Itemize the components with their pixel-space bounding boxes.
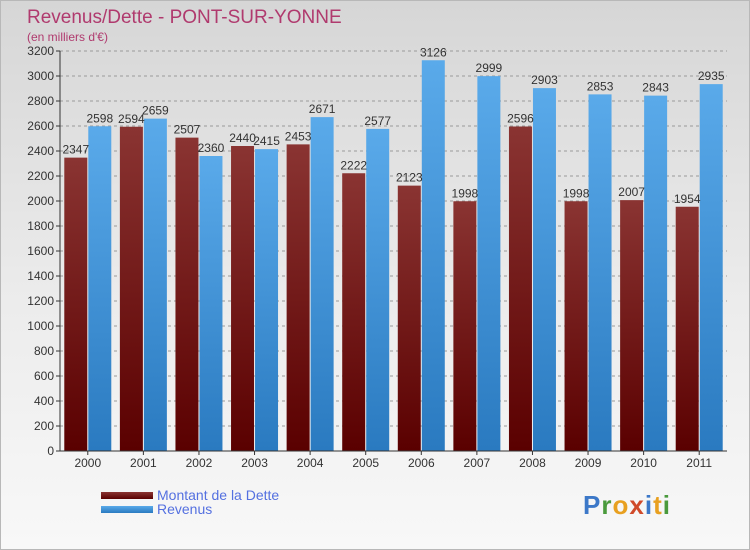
chart-subtitle: (en milliers d'€) bbox=[27, 30, 108, 44]
data-label-dette-2009: 1998 bbox=[563, 186, 590, 200]
logo-letter: P bbox=[583, 490, 602, 520]
bar-dette-2005 bbox=[342, 173, 366, 451]
x-tick-label: 2008 bbox=[519, 456, 546, 470]
data-label-revenus-2005: 2577 bbox=[364, 114, 391, 128]
axes bbox=[56, 50, 727, 455]
y-tick-label: 1000 bbox=[27, 319, 54, 333]
bar-dette-2007 bbox=[453, 201, 477, 451]
logo-letter: t bbox=[653, 490, 663, 520]
bar-dette-2010 bbox=[620, 200, 644, 451]
bar-dette-2008 bbox=[508, 126, 532, 451]
bar-dette-2002 bbox=[175, 137, 199, 451]
bar-dette-2011 bbox=[675, 206, 699, 451]
legend-swatch-dette bbox=[101, 491, 153, 499]
data-label-dette-2005: 2222 bbox=[340, 158, 367, 172]
bar-revenus-2007 bbox=[477, 76, 501, 451]
bar-dette-2009 bbox=[564, 201, 588, 451]
data-label-revenus-2001: 2659 bbox=[142, 104, 169, 118]
data-label-dette-2008: 2596 bbox=[507, 112, 534, 126]
data-label-revenus-2006: 3126 bbox=[420, 45, 447, 59]
data-label-revenus-2010: 2843 bbox=[642, 81, 669, 95]
data-label-revenus-2000: 2598 bbox=[86, 111, 113, 125]
x-tick-label: 2011 bbox=[686, 456, 712, 470]
bar-revenus-2008 bbox=[532, 88, 556, 451]
bar-revenus-2003 bbox=[255, 149, 279, 451]
logo-letter: x bbox=[629, 490, 645, 520]
legend: Montant de la Dette Revenus bbox=[101, 487, 280, 517]
logo-letter: r bbox=[601, 490, 613, 520]
legend-item-dette: Montant de la Dette bbox=[101, 487, 280, 503]
x-tick-label: 2010 bbox=[630, 456, 657, 470]
y-tick-label: 3200 bbox=[27, 44, 54, 58]
x-tick-label: 2005 bbox=[352, 456, 379, 470]
data-label-revenus-2007: 2999 bbox=[476, 61, 503, 75]
data-label-dette-2010: 2007 bbox=[618, 185, 645, 199]
y-tick-label: 1800 bbox=[27, 219, 54, 233]
data-label-dette-2007: 1998 bbox=[452, 186, 479, 200]
data-label-dette-2001: 2594 bbox=[118, 112, 145, 126]
bar-revenus-2001 bbox=[143, 118, 167, 451]
data-label-dette-2011: 1954 bbox=[674, 192, 701, 206]
x-tick-label: 2002 bbox=[186, 456, 213, 470]
bar-revenus-2004 bbox=[310, 117, 334, 451]
bar-dette-2004 bbox=[286, 144, 310, 451]
bar-dette-2006 bbox=[397, 185, 421, 451]
data-label-dette-2000: 2347 bbox=[62, 143, 89, 157]
bar-revenus-2005 bbox=[366, 128, 390, 451]
logo-letter: i bbox=[644, 490, 654, 520]
bar-dette-2001 bbox=[119, 126, 143, 451]
bar-revenus-2002 bbox=[199, 156, 223, 451]
x-tick-label: 2003 bbox=[241, 456, 268, 470]
bar-revenus-2011 bbox=[699, 84, 723, 451]
labels: 0 200 400 600 800 1000 1200 1400 1600 1800 2000 220… bbox=[27, 44, 725, 470]
bar-revenus-2009 bbox=[588, 94, 612, 451]
bar-revenus-2010 bbox=[644, 95, 668, 451]
data-label-revenus-2009: 2853 bbox=[587, 79, 614, 93]
legend-item-revenus: Revenus bbox=[101, 501, 279, 517]
y-tick-label: 0 bbox=[47, 444, 54, 458]
data-label-revenus-2004: 2671 bbox=[309, 102, 336, 116]
y-tick-label: 2200 bbox=[27, 169, 54, 183]
data-label-revenus-2003: 2415 bbox=[253, 134, 280, 148]
x-tick-label: 2009 bbox=[575, 456, 602, 470]
legend-label-dette: Montant de la Dette bbox=[157, 487, 280, 503]
logo-letter: i bbox=[662, 490, 671, 520]
bars bbox=[64, 60, 723, 451]
chart-title: Revenus/Dette - PONT-SUR-YONNE bbox=[27, 7, 342, 28]
data-label-dette-2003: 2440 bbox=[229, 131, 256, 145]
x-tick-label: 2001 bbox=[130, 456, 157, 470]
y-tick-label: 1600 bbox=[27, 244, 54, 258]
y-tick-label: 3000 bbox=[27, 69, 54, 83]
y-tick-label: 2600 bbox=[27, 119, 54, 133]
y-tick-label: 2000 bbox=[27, 194, 54, 208]
y-tick-label: 600 bbox=[34, 369, 54, 383]
legend-label-revenus: Revenus bbox=[157, 501, 213, 517]
bar-revenus-2006 bbox=[421, 60, 445, 451]
y-tick-label: 2400 bbox=[27, 144, 54, 158]
legend-swatch-revenus bbox=[101, 505, 153, 513]
y-tick-label: 200 bbox=[34, 419, 54, 433]
y-tick-label: 2800 bbox=[27, 94, 54, 108]
data-label-revenus-2011: 2935 bbox=[698, 69, 725, 83]
data-label-dette-2006: 2123 bbox=[396, 171, 423, 185]
y-tick-label: 1400 bbox=[27, 269, 54, 283]
data-label-dette-2002: 2507 bbox=[174, 123, 201, 137]
data-label-revenus-2008: 2903 bbox=[531, 73, 558, 87]
bar-revenus-2000 bbox=[88, 126, 112, 451]
bar-dette-2003 bbox=[231, 146, 255, 451]
y-tick-label: 800 bbox=[34, 344, 54, 358]
data-label-revenus-2002: 2360 bbox=[198, 141, 225, 155]
x-tick-label: 2006 bbox=[408, 456, 435, 470]
x-tick-label: 2000 bbox=[74, 456, 101, 470]
logo-letter: o bbox=[612, 490, 630, 520]
y-tick-label: 1200 bbox=[27, 294, 54, 308]
bar-dette-2000 bbox=[64, 157, 88, 451]
x-tick-label: 2007 bbox=[464, 456, 491, 470]
x-tick-label: 2004 bbox=[297, 456, 324, 470]
data-label-dette-2004: 2453 bbox=[285, 129, 312, 143]
proxiti-logo: Proxiti bbox=[583, 490, 671, 521]
y-tick-label: 400 bbox=[34, 394, 54, 408]
